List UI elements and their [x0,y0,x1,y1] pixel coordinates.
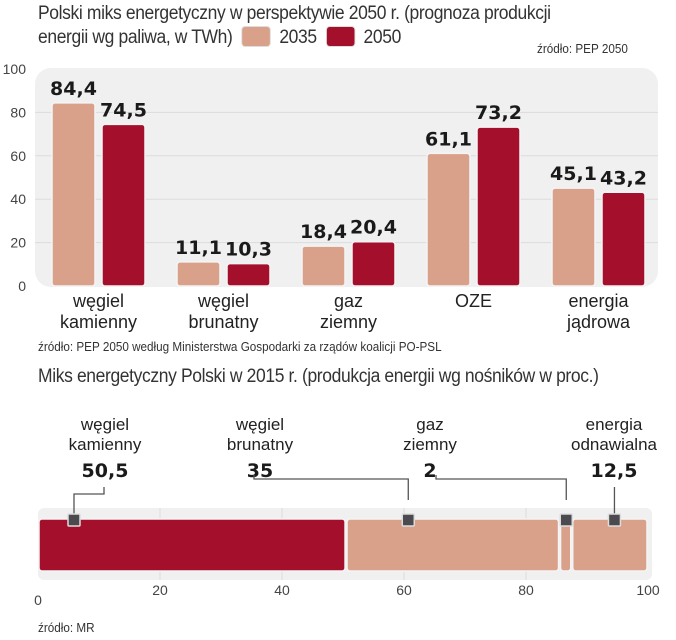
chart2-annotation-name: węgiel [235,415,284,434]
chart2-annotation-name: odnawialna [571,435,658,454]
chart1-data-label-2035: 45,1 [550,163,597,185]
chart2-segment [38,518,346,572]
chart1-ytick-label: 80 [10,104,26,120]
chart1-source-top: źródło: PEP 2050 [537,41,628,56]
chart1-category-label: węgiel [72,291,124,311]
chart1-category-label: OZE [455,291,492,311]
chart2-source: źródło: MR [38,620,95,635]
chart2-marker [607,513,622,527]
chart1-data-label-2035: 61,1 [425,128,472,150]
chart1-title-line1: Polski miks energetyczny w perspektywie … [38,3,551,24]
chart1-category-label: ziemny [320,312,377,332]
chart1-category-label: energia [568,291,629,311]
chart2-marker [67,513,81,527]
chart1-ytick-label: 40 [10,191,26,207]
chart1-category-label: kamienny [60,312,137,332]
legend-swatch-2050 [326,27,355,46]
chart1-bar-2050 [226,262,271,287]
chart1-title-line2-with-legend: energii wg paliwa, w TWh) 2035 2050 [38,27,401,49]
chart1-category-label: gaz [334,291,363,311]
chart1-bar-2050 [351,240,396,287]
chart1-bar-2050 [476,126,521,287]
chart2-title: Miks energetyczny Polski w 2015 r. (prod… [38,366,599,387]
chart1-ytick-label: 0 [18,278,26,294]
chart2-annotation-name: ziemny [403,435,457,454]
chart2-marker [401,513,416,527]
chart1-bar-2050 [101,123,146,287]
chart2-xtick-label: 20 [152,582,168,598]
chart2-annotation-name: gaz [416,415,443,434]
legend-label-2035: 2035 [279,27,317,48]
chart2-leader-line [253,475,409,500]
chart2-annotation-value: 2 [423,460,436,482]
chart2-annotation-name: brunatny [227,435,294,454]
chart2-annotation-name: węgiel [80,415,129,434]
chart2-annotation-value: 12,5 [591,460,638,482]
chart1-title-line2: energii wg paliwa, w TWh) [38,27,233,48]
legend-label-2050: 2050 [363,27,402,48]
chart1-data-label-2050: 20,4 [350,217,397,239]
chart2-xtick-label: 40 [274,582,290,598]
chart1-data-label-2035: 11,1 [175,237,222,259]
chart1-ytick-label: 100 [3,61,27,77]
chart2-leader-line [435,475,567,500]
chart2-annotation-value: 50,5 [82,460,129,482]
chart1-category-label: węgiel [197,291,249,311]
legend-swatch-2035 [242,27,271,46]
chart2-xtick-label: 60 [396,582,412,598]
chart1-bar-2050 [601,191,646,287]
chart2-xtick-label: 0 [34,592,42,608]
chart1-data-label-2050: 74,5 [100,99,147,121]
chart1-ytick-label: 60 [10,148,26,164]
chart1-bar-2035 [51,102,96,287]
chart1-data-label-2035: 84,4 [50,78,97,100]
chart1-data-label-2050: 10,3 [225,239,272,261]
chart2-xtick-label: 100 [636,582,660,598]
chart2-marker [559,513,574,527]
chart1-source-bottom: źródło: PEP 2050 według Ministerstwa Gos… [38,339,442,354]
chart2-leader-line [73,487,105,517]
chart2-segment [346,518,560,572]
chart2-segment [559,518,572,572]
chart2-xtick-label: 80 [518,582,534,598]
chart1-category-label: jądrowa [566,312,631,332]
chart2-annotation-name: kamienny [69,435,142,454]
chart1-bar-2035 [176,261,221,287]
chart1-bar-2035 [301,245,346,287]
chart1-data-label-2050: 43,2 [600,167,647,189]
chart2-segment [572,518,648,572]
chart1-bar-2035 [551,187,596,287]
chart1-category-label: brunatny [188,312,258,332]
chart2-annotation-name: energia [586,415,643,434]
chart1-ytick-label: 20 [10,235,26,251]
chart1-bar-2035 [426,152,471,287]
chart1-data-label-2035: 18,4 [300,221,347,243]
chart1-data-label-2050: 73,2 [475,102,522,124]
